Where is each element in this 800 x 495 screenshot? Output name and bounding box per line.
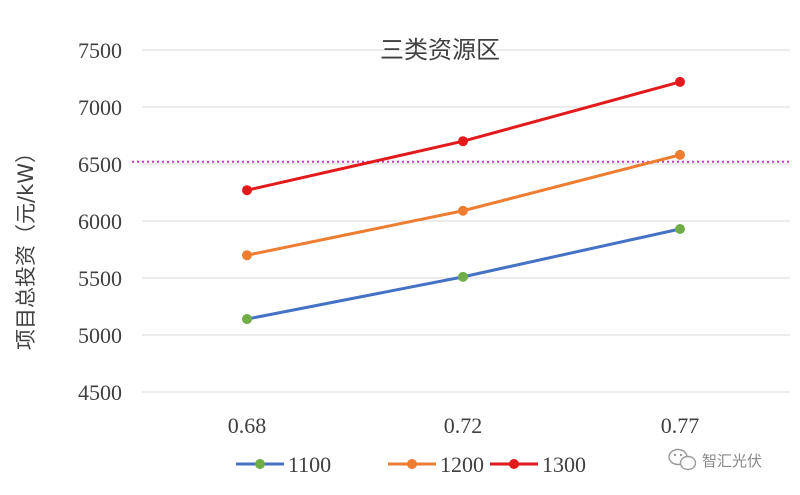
y-tick-label: 5500 [78,266,122,291]
legend-label: 1100 [288,452,331,477]
data-point [458,271,468,282]
watermark: 智汇光伏 [668,448,762,471]
y-axis-ticks: 7500 7000 6500 6000 5500 5000 4500 [78,38,122,405]
x-axis-ticks: 0.68 0.72 0.77 [228,413,700,438]
series-group [242,76,685,325]
data-point [242,314,252,325]
y-tick-label: 6000 [78,209,122,234]
legend: 1100 1200 1300 [236,452,586,477]
series-line [245,80,682,192]
data-point [675,223,685,234]
legend-item: 1200 [388,452,484,477]
data-point [458,205,468,216]
legend-marker [407,459,417,469]
y-tick-label: 6500 [78,152,122,177]
legend-marker [509,459,519,469]
y-tick-label: 4500 [78,380,122,405]
legend-label: 1200 [440,452,484,477]
legend-label: 1300 [542,452,586,477]
x-tick-label: 0.77 [661,413,700,438]
watermark-text: 智汇光伏 [702,452,762,470]
x-tick-label: 0.72 [444,413,483,438]
y-tick-label: 7000 [78,95,122,120]
data-point [675,76,685,87]
legend-marker [255,459,265,469]
series-line [245,153,682,257]
series-1100 [242,223,685,325]
chart-title: 三类资源区 [380,36,500,64]
y-axis-label: 项目总投资（元/kW） [14,142,38,350]
y-tick-label: 7500 [78,38,122,63]
legend-item: 1300 [490,452,586,477]
legend-item: 1100 [236,452,331,477]
series-1200 [242,149,685,261]
gridlines [142,49,790,393]
x-tick-label: 0.68 [228,413,267,438]
data-point [458,136,468,147]
series-1300 [242,76,685,196]
data-point [242,185,252,196]
y-tick-label: 5000 [78,323,122,348]
data-point [242,250,252,261]
data-point [675,149,685,160]
wechat-icon [668,448,697,471]
